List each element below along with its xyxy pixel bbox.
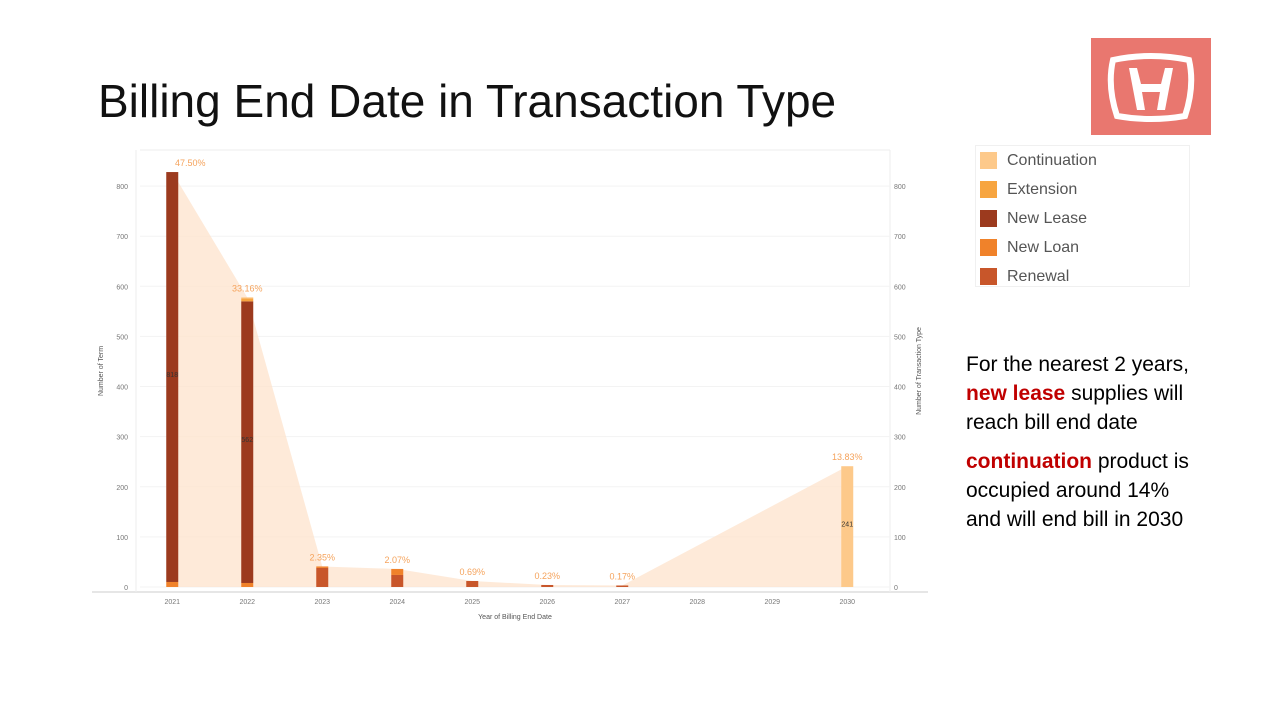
x-tick-label: 2022 <box>239 599 255 606</box>
legend-swatch <box>980 152 997 169</box>
bar-segment <box>841 466 854 587</box>
chart: 0 100 200 300 400 500 600 700 800 0 100 200 300 400 50… <box>92 149 928 621</box>
share-label: 47.50% <box>175 158 206 168</box>
y-tick-label: 700 <box>116 234 128 241</box>
share-area <box>172 172 848 587</box>
x-tick-label: 2023 <box>314 599 330 606</box>
x-tick-label: 2029 <box>764 599 780 606</box>
notes: For the nearest 2 years, new lease suppl… <box>966 350 1206 544</box>
y-tick-label: 800 <box>116 184 128 191</box>
bar-segment <box>466 580 479 587</box>
bar-segment <box>241 297 254 299</box>
y2-axis-title: Number of Transaction Type <box>916 327 923 415</box>
note: For the nearest 2 years, new lease suppl… <box>966 350 1206 437</box>
y-tick-label: 200 <box>116 485 128 492</box>
x-tick-label: 2027 <box>614 599 630 606</box>
bar-value-label: 562 <box>241 437 253 444</box>
y2-tick-label: 0 <box>894 585 898 592</box>
y2-tick-label: 200 <box>894 485 906 492</box>
legend-item: Extension <box>976 175 1189 204</box>
share-label: 0.23% <box>534 571 560 581</box>
y2-tick-label: 300 <box>894 435 906 442</box>
y-tick-label: 500 <box>116 334 128 341</box>
x-tick-label: 2025 <box>464 599 480 606</box>
y-tick-label: 400 <box>116 385 128 392</box>
slide-title: Billing End Date in Transaction Type <box>98 75 837 127</box>
note-highlight: continuation <box>966 450 1092 473</box>
legend-item: Renewal <box>976 262 1189 291</box>
legend-swatch <box>980 210 997 227</box>
legend-swatch <box>980 239 997 256</box>
legend-item: New Lease <box>976 204 1189 233</box>
note: continuation product is occupied around … <box>966 447 1206 534</box>
y-tick-label: 600 <box>116 284 128 291</box>
legend-label: New Loan <box>1007 238 1080 256</box>
y-tick-label: 0 <box>124 585 128 592</box>
share-label: 0.69% <box>459 567 485 577</box>
bar-segment <box>166 172 179 582</box>
y2-tick-label: 700 <box>894 234 906 241</box>
note-text: product is occupied around 14% and will … <box>966 450 1189 531</box>
y2-tick-label: 600 <box>894 284 906 291</box>
bar-segment <box>616 585 629 587</box>
x-tick-label: 2024 <box>389 599 405 606</box>
logo-mark <box>1107 53 1195 122</box>
x-axis-title: Year of Billing End Date <box>478 614 552 621</box>
bar-segment <box>241 298 254 302</box>
bar-segment <box>391 568 404 575</box>
legend: Continuation Extension New Lease New Loan Re… <box>975 145 1190 287</box>
legend-item: New Loan <box>976 233 1189 262</box>
legend-swatch <box>980 268 997 285</box>
bar-value-label: 818 <box>166 372 178 379</box>
bar-segment <box>241 301 254 583</box>
bar-segment <box>316 566 329 568</box>
legend-item: Continuation <box>976 146 1189 175</box>
x-tick-label: 2028 <box>689 599 705 606</box>
y2-tick-label: 500 <box>894 334 906 341</box>
legend-label: Extension <box>1007 180 1078 198</box>
share-label: 33.16% <box>232 283 263 293</box>
bar-segment <box>316 567 329 587</box>
bar-segment <box>166 581 179 587</box>
logo-outline <box>1107 53 1195 122</box>
y2-tick-label: 400 <box>894 385 906 392</box>
note-text: supplies will reach bill end date <box>966 382 1184 434</box>
x-tick-label: 2026 <box>539 599 555 606</box>
share-label: 2.07% <box>384 555 410 565</box>
y-axis-title: Number of Term <box>98 346 105 396</box>
x-tick-label: 2030 <box>839 599 855 606</box>
note-highlight: new lease <box>966 382 1066 405</box>
share-label: 0.17% <box>609 571 635 581</box>
y-tick-label: 300 <box>116 435 128 442</box>
bar-segment <box>241 582 254 587</box>
logo-h <box>1129 68 1173 110</box>
note-text: For the nearest 2 years, <box>966 353 1189 376</box>
share-label: 2.35% <box>309 552 335 562</box>
logo <box>1091 38 1211 135</box>
legend-label: New Lease <box>1007 209 1088 227</box>
y-tick-label: 100 <box>116 535 128 542</box>
y2-tick-label: 100 <box>894 535 906 542</box>
legend-label: Renewal <box>1007 267 1070 285</box>
legend-label: Continuation <box>1007 151 1097 169</box>
bar-segment <box>541 584 554 587</box>
legend-swatch <box>980 181 997 198</box>
y2-tick-label: 800 <box>894 184 906 191</box>
bar-value-label: 241 <box>841 522 853 529</box>
share-label: 13.83% <box>832 452 863 462</box>
x-tick-label: 2021 <box>164 599 180 606</box>
bar-segment <box>391 574 404 587</box>
